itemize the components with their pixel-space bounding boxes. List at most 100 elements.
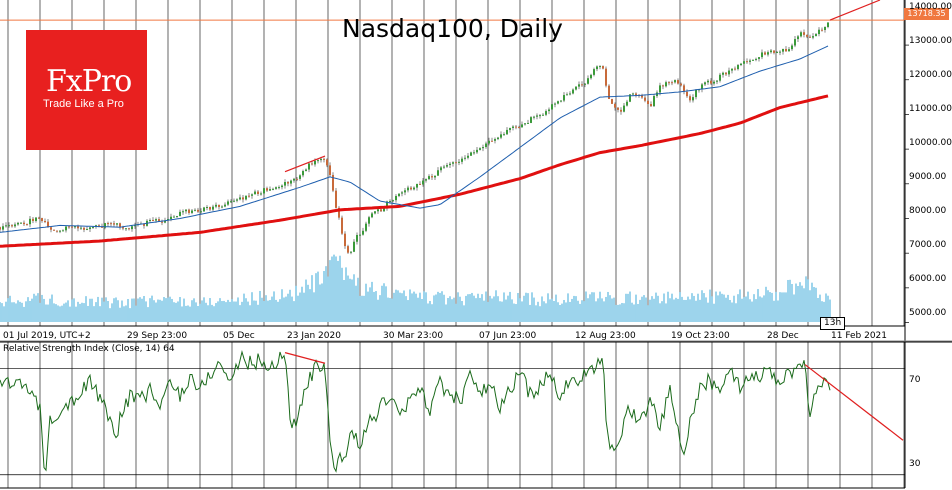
candle-body	[644, 97, 646, 101]
candle-body	[626, 101, 628, 106]
candle-body	[254, 191, 256, 195]
candle-body	[743, 61, 745, 64]
cursor-time-label: 13h	[820, 317, 846, 330]
candle-body	[566, 94, 568, 96]
candle-body	[491, 140, 493, 142]
candle-body	[38, 217, 40, 219]
candle-body	[710, 80, 712, 84]
candle-body	[2, 226, 4, 230]
candle-body	[383, 208, 385, 212]
candle-body	[266, 188, 268, 191]
chart-title: Nasdaq100, Daily	[342, 14, 563, 43]
candle-body	[44, 220, 46, 222]
candle-body	[650, 104, 652, 107]
candle-body	[353, 241, 355, 252]
candle-body	[461, 158, 463, 162]
price-divergence-line	[284, 155, 326, 173]
candle-body	[761, 52, 763, 58]
candle-body	[527, 122, 529, 124]
candle-body	[800, 32, 802, 37]
candle-body	[101, 226, 103, 228]
grid	[0, 0, 909, 488]
logo-brand: FxPro	[46, 64, 132, 99]
candle-body	[17, 222, 19, 225]
candle-body	[479, 148, 481, 150]
candle-body	[689, 96, 691, 101]
rsi-y-tick-label: 30	[909, 459, 921, 469]
candle-body	[533, 116, 535, 118]
candle-body	[500, 134, 502, 138]
candle-body	[122, 227, 124, 229]
candle-body	[587, 78, 589, 84]
x-tick-label: 11 Feb 2021	[831, 331, 888, 341]
candle-body	[356, 235, 358, 242]
candle-body	[614, 103, 616, 108]
candle-body	[680, 83, 682, 86]
candle-body	[173, 216, 175, 218]
candle-body	[752, 59, 754, 61]
candle-body	[212, 206, 214, 210]
candle-body	[785, 49, 787, 52]
candle-body	[269, 189, 271, 191]
candle-body	[308, 163, 310, 170]
candle-body	[260, 193, 262, 195]
x-tick-label: 23 Jan 2020	[287, 331, 341, 341]
candle-body	[641, 95, 643, 98]
candle-body	[71, 226, 73, 228]
candle-body	[665, 82, 667, 87]
candle-body	[707, 80, 709, 83]
candle-body	[647, 100, 649, 105]
candle-body	[344, 233, 346, 247]
candle-body	[338, 207, 340, 218]
candle-body	[422, 180, 424, 185]
y-tick-label: 6000.00	[909, 274, 947, 284]
candle-body	[791, 45, 793, 50]
candle-body	[512, 126, 514, 128]
candle-body	[713, 81, 715, 84]
candle-body	[275, 187, 277, 189]
candle-body	[803, 32, 805, 35]
candle-body	[251, 194, 253, 196]
x-tick-label: 30 Mar 23:00	[383, 331, 444, 341]
candle-body	[629, 94, 631, 102]
candle-body	[35, 217, 37, 221]
candle-body	[32, 218, 34, 221]
candle-body	[320, 158, 322, 161]
candle-body	[767, 52, 769, 55]
candle-body	[302, 171, 304, 176]
candle-body	[152, 219, 154, 221]
candle-body	[305, 169, 307, 172]
candle-body	[413, 187, 415, 190]
candle-body	[443, 166, 445, 168]
candle-body	[398, 193, 400, 197]
candlesticks	[0, 22, 829, 255]
candle-body	[581, 84, 583, 86]
candle-body	[368, 217, 370, 224]
candle-body	[599, 66, 601, 68]
fast-moving-average-line	[0, 45, 829, 233]
candle-body	[0, 227, 1, 230]
slow-moving-average-line	[0, 94, 829, 248]
candle-body	[296, 178, 298, 180]
candle-body	[287, 182, 289, 184]
candle-body	[155, 219, 157, 221]
candle-body	[188, 209, 190, 213]
fxpro-logo: FxPro Trade Like a Pro	[26, 30, 147, 150]
candle-body	[653, 96, 655, 107]
candle-body	[374, 211, 376, 214]
y-tick-label: 5000.00	[909, 308, 947, 318]
candle-body	[428, 176, 430, 180]
candle-body	[473, 152, 475, 154]
candle-body	[482, 147, 484, 149]
candle-body	[293, 178, 295, 181]
candle-body	[815, 34, 817, 37]
candle-body	[560, 100, 562, 102]
candle-body	[596, 66, 598, 70]
candle-body	[290, 180, 292, 184]
candle-body	[572, 89, 574, 94]
candle-body	[341, 217, 343, 234]
candle-body	[278, 187, 280, 189]
candle-body	[347, 246, 349, 253]
